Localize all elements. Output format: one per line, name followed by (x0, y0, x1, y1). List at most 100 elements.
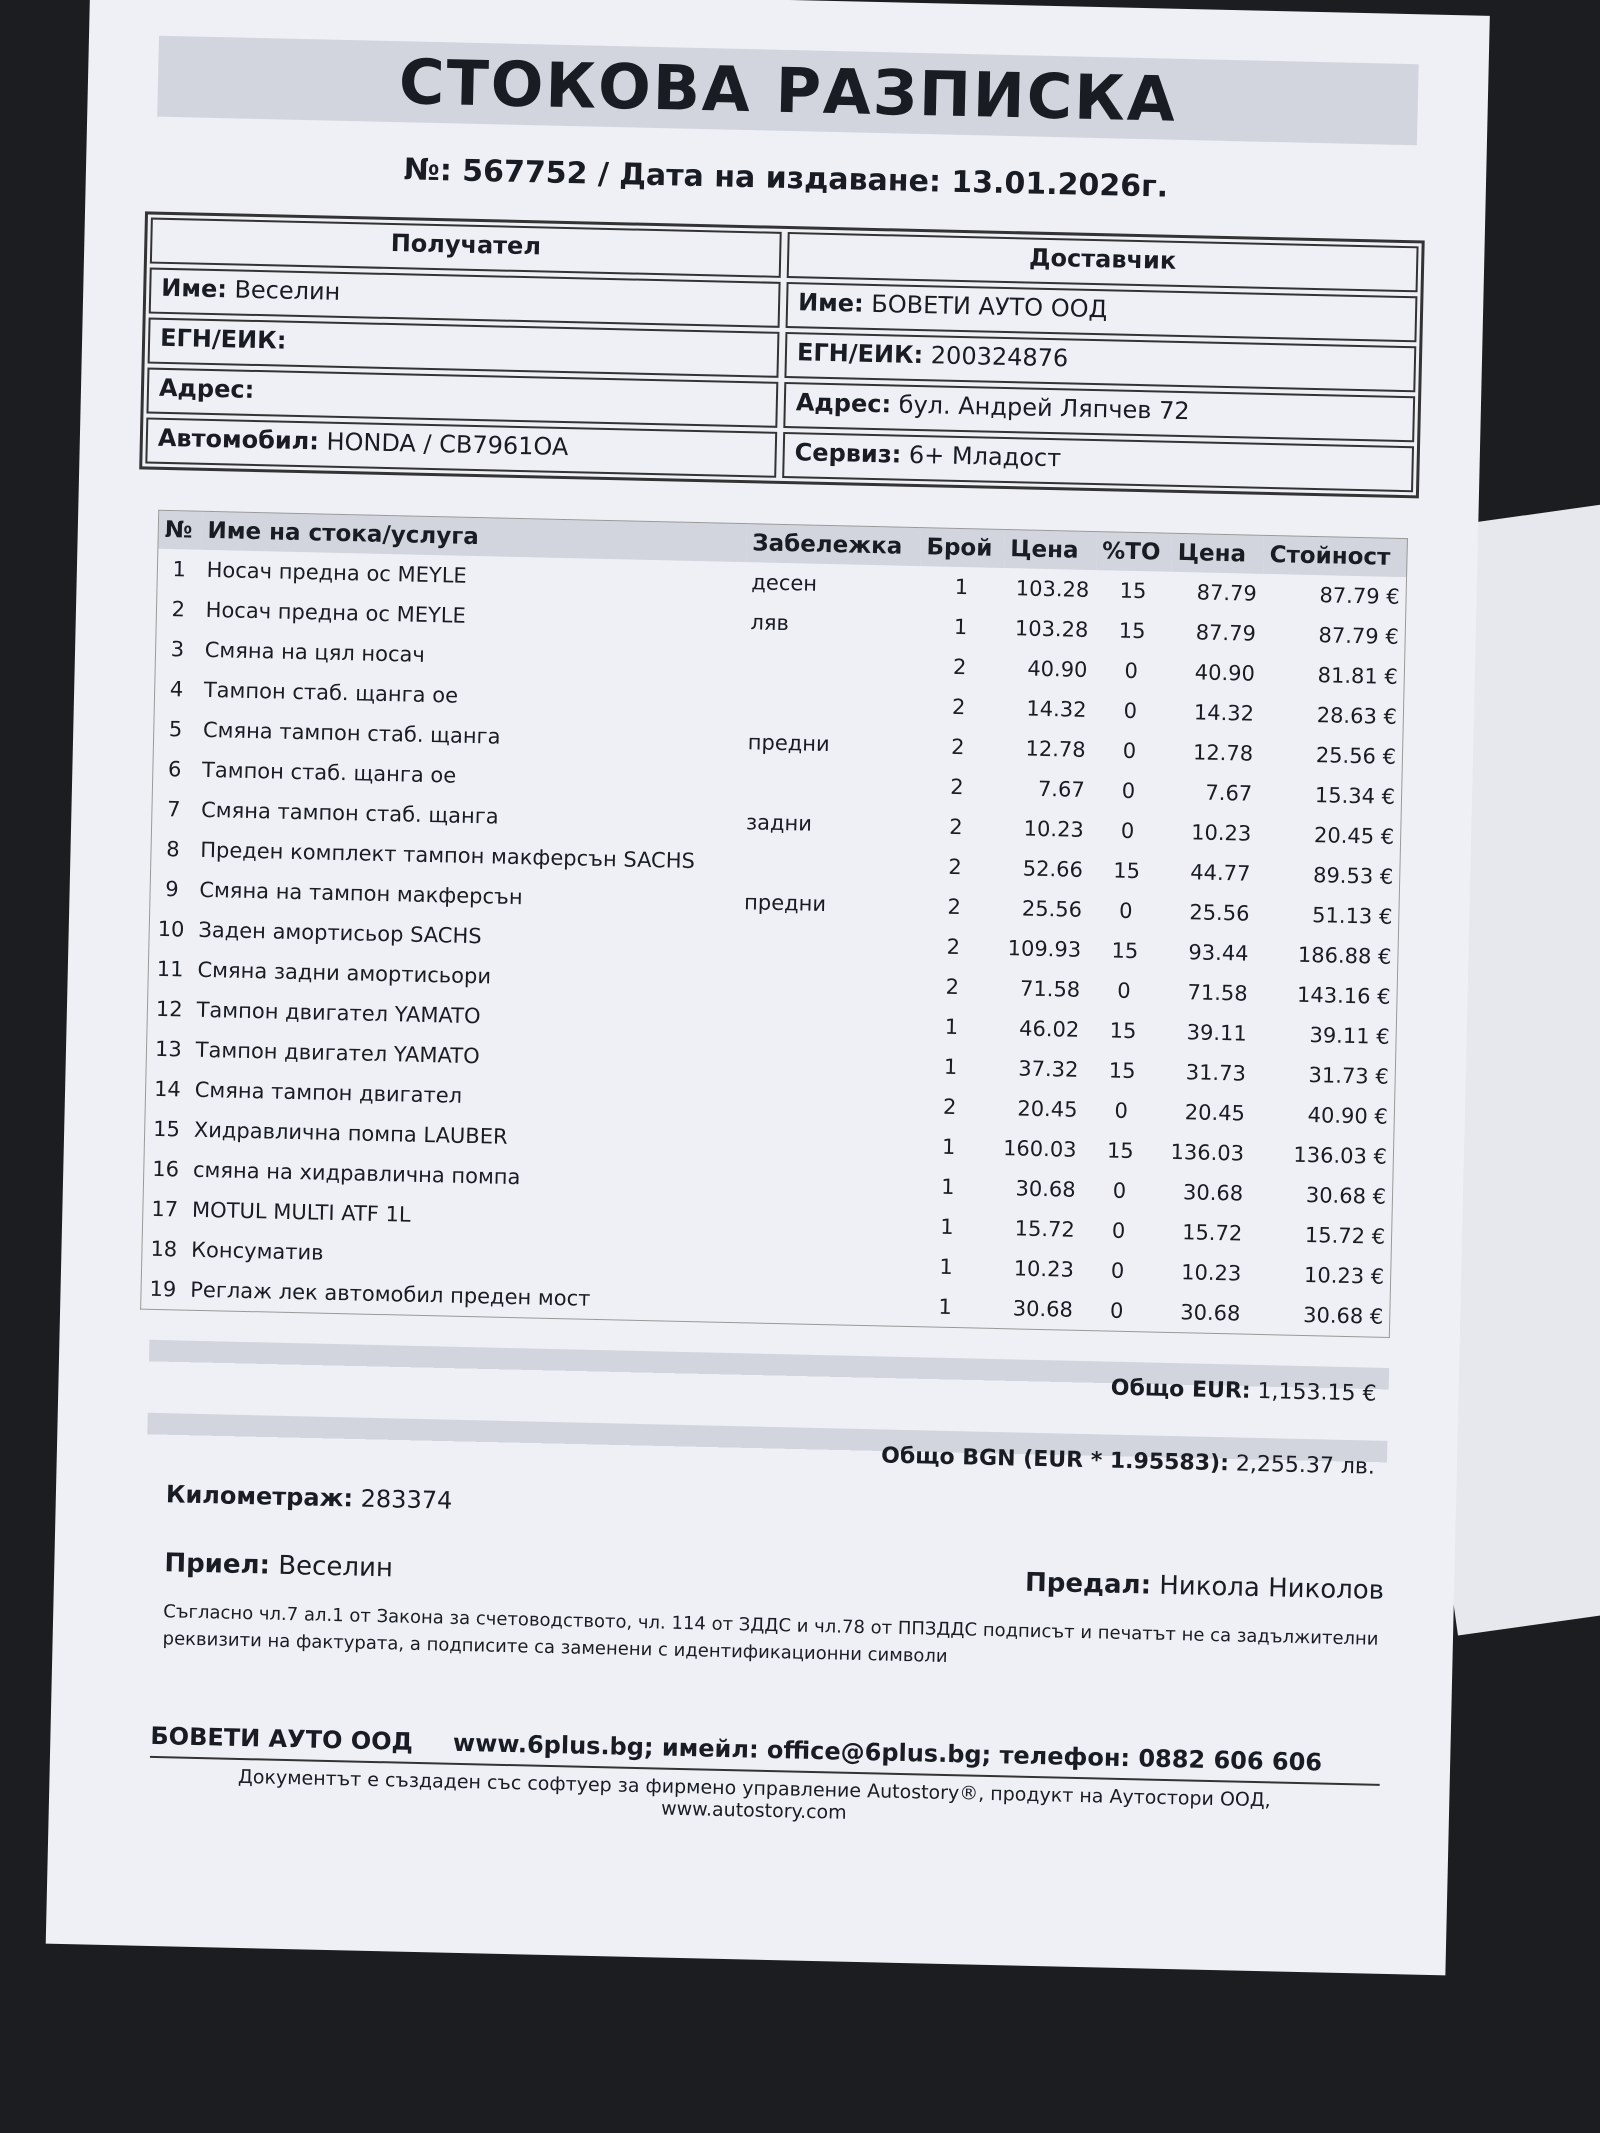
cell (730, 1202, 905, 1246)
cell: 1 (938, 1294, 953, 1320)
cell: 44.77 (1190, 860, 1251, 886)
cell: 15.72 (1181, 1220, 1243, 1246)
contacts: www.6plus.bg; имейл: office@6plus.bg; те… (452, 1728, 1323, 1777)
cell: 87.79 (1196, 580, 1258, 606)
field-value: HONDA / CB7961OA (326, 427, 569, 462)
field-value: 6+ Младост (908, 440, 1062, 473)
column-header: Стойност (1263, 535, 1408, 578)
cell: 81.81 € (1317, 663, 1399, 689)
cell: 12.78 (1025, 736, 1086, 762)
field-label: Адрес: (795, 388, 892, 419)
cell: 7.67 (1037, 776, 1086, 802)
cell: 10.23 € (1303, 1262, 1385, 1289)
cell: 7.67 (1205, 780, 1253, 806)
field-label: Име: (797, 288, 865, 318)
cell (736, 962, 911, 1006)
cell: 4 (169, 677, 184, 702)
cell: 20.45 (1184, 1100, 1246, 1126)
cell: 10.23 (1023, 816, 1085, 842)
cell: 1 (954, 574, 969, 600)
cell: 30.68 € (1305, 1183, 1387, 1209)
column-header: Брой (920, 527, 1005, 568)
cell: 12 (155, 996, 183, 1022)
cell: 87.79 (1195, 620, 1257, 646)
cell: 15.72 (1014, 1216, 1076, 1242)
cell: 40.90 (1027, 656, 1088, 682)
cell: 2 (949, 814, 963, 840)
receipt: СТОКОВА РАЗПИСКА №: 567752 / Дата на изд… (45, 0, 1490, 1976)
field-value: 200324876 (930, 341, 1069, 373)
field-label: Адрес: (158, 373, 255, 404)
cell: 2 (946, 934, 961, 960)
cell: 3 (170, 637, 185, 662)
cell: 0 (1123, 698, 1138, 724)
field-value: бул. Андрей Ляпчев 72 (898, 390, 1190, 426)
cell: 15 (1119, 578, 1147, 604)
cell: 10.23 (1180, 1260, 1242, 1286)
cell: 15 (152, 1116, 181, 1142)
supplier-column: Доставчик Име: БОВЕТИ АУТО ООД ЕГН/ЕИК: 20… (782, 232, 1419, 493)
cell: 30.68 € (1302, 1302, 1384, 1329)
cell: 0 (1122, 738, 1137, 764)
title: СТОКОВА РАЗПИСКА (157, 35, 1419, 146)
cell: 31.73 € (1308, 1063, 1389, 1089)
cell: 2 (948, 854, 963, 880)
cell: 30.68 (1180, 1300, 1241, 1326)
handed: Предал: Никола Николов (1025, 1568, 1385, 1606)
cell: 5 (168, 717, 183, 742)
cell: 2 (947, 894, 962, 920)
cell: 103.28 (1015, 576, 1090, 602)
cell: 30.68 (1012, 1296, 1074, 1322)
cell: 1 (939, 1214, 954, 1240)
received-value: Веселин (277, 1550, 394, 1584)
field-label: ЕГН/ЕИК: (796, 338, 924, 370)
signatures: Приел: Веселин Предал: Никола Николов (164, 1548, 1384, 1606)
cell: 1 (953, 614, 968, 640)
column-header: Цена (1003, 529, 1097, 571)
cell: 143.16 € (1296, 982, 1391, 1009)
cell: 2 (949, 774, 964, 800)
cell: 15 (1108, 1058, 1136, 1084)
cell: 136.03 € (1293, 1142, 1388, 1169)
column-header: %ТО (1095, 531, 1173, 572)
cell: 18 (150, 1236, 178, 1262)
field-label: Име: (160, 273, 228, 304)
cell: 0 (1124, 658, 1139, 684)
cell: 0 (1121, 778, 1136, 804)
mileage-label: Километраж: (165, 1480, 354, 1513)
cell: 2 (942, 1094, 957, 1120)
cell: 31.73 (1185, 1060, 1247, 1086)
cell: 30.68 (1015, 1176, 1076, 1202)
cell: 12.78 (1192, 740, 1254, 766)
cell (740, 762, 915, 806)
cell: 9 (165, 877, 179, 902)
cell: 103.28 (1014, 616, 1089, 642)
cell: 25.56 (1021, 896, 1083, 922)
cell: 10 (157, 916, 185, 942)
field-value: БОВЕТИ АУТО ООД (871, 289, 1108, 324)
cell: 40.90 € (1307, 1103, 1389, 1129)
cell: 0 (1112, 1178, 1127, 1203)
cell (731, 1162, 906, 1206)
cell: 0 (1109, 1298, 1124, 1323)
cell: 89.53 € (1312, 863, 1394, 889)
cell: 8 (165, 837, 180, 862)
cell (742, 682, 917, 726)
cell: 109.93 (1007, 936, 1082, 962)
cell: 2 (945, 974, 960, 1000)
cell: 71.58 (1187, 980, 1248, 1006)
total-value: 2,255.37 лв. (1235, 1451, 1376, 1480)
cell: 0 (1118, 898, 1133, 924)
field-label: Сервиз: (794, 438, 902, 469)
cell (729, 1282, 904, 1326)
cell: 87.79 € (1319, 583, 1400, 609)
cell: 2 (171, 597, 186, 622)
total-band: Общо EUR: 1,153.15 € (148, 1339, 1390, 1411)
column-header: № (157, 510, 202, 550)
column-header: Забележка (745, 523, 921, 567)
cell: 40.90 (1194, 660, 1256, 686)
cell (734, 1042, 909, 1086)
cell: 7 (166, 797, 181, 822)
cell: 0 (1110, 1258, 1125, 1283)
